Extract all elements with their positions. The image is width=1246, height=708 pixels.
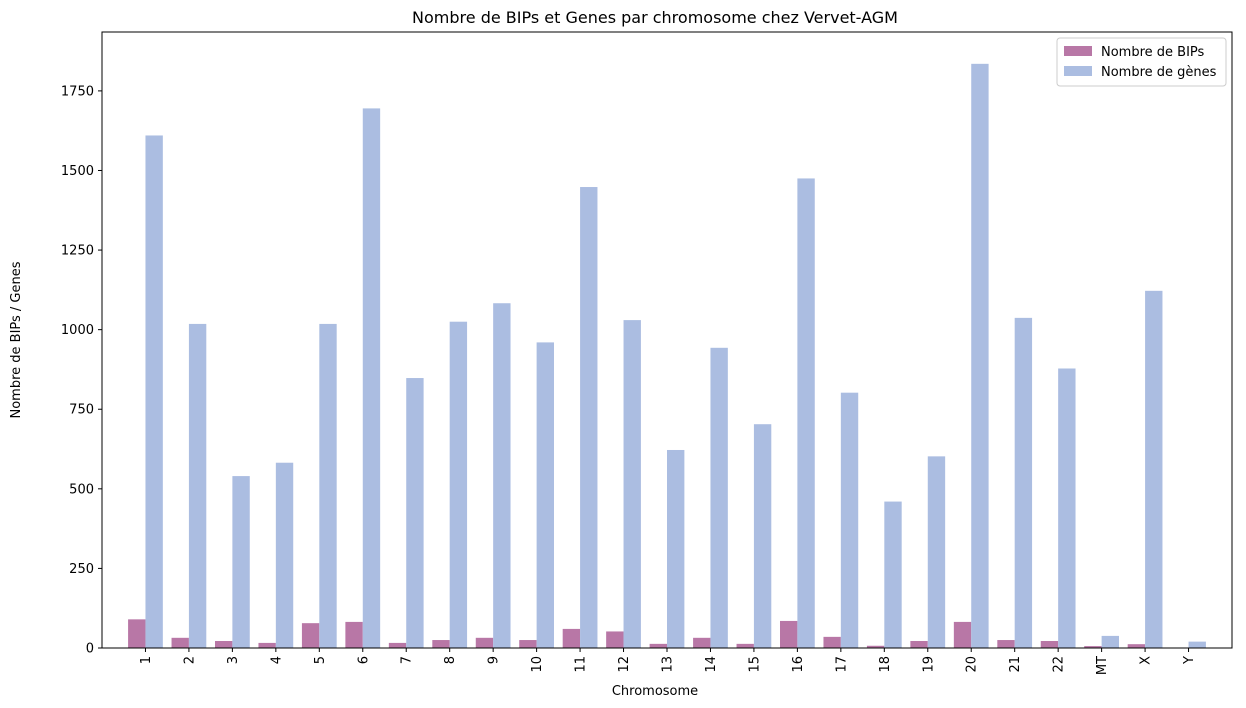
x-tick-label: 17	[834, 656, 849, 673]
y-tick-label: 750	[69, 403, 94, 418]
x-tick-label: 4	[269, 656, 284, 664]
x-tick-label: 9	[487, 656, 502, 664]
legend: Nombre de BIPs Nombre de gènes	[1056, 37, 1227, 87]
legend-label: Nombre de gènes	[1101, 65, 1217, 80]
x-tick-label: MT	[1095, 656, 1110, 675]
x-tick-label: 12	[617, 656, 632, 673]
bar-bips-16	[780, 620, 798, 648]
y-tick-label: 250	[69, 562, 94, 577]
x-tick-label: 6	[356, 656, 371, 664]
bar-bips-4	[258, 642, 276, 648]
bar-bips-8	[432, 640, 450, 648]
bar-bips-MT	[1084, 646, 1102, 648]
x-tick-label: 20	[965, 656, 980, 673]
bar-bips-18	[866, 645, 885, 648]
bar-genes-15	[753, 424, 772, 648]
bar-genes-2	[188, 323, 207, 648]
bar-bips-14	[693, 637, 711, 648]
y-axis: 0 250 500 750 1000 1250 1500 1750	[61, 84, 102, 657]
y-tick-label: 1250	[61, 244, 94, 259]
bar-bips-7	[388, 642, 407, 648]
bar-bips-12	[606, 631, 624, 648]
x-tick-label: 18	[878, 656, 893, 673]
bar-genes-21	[1014, 317, 1033, 648]
y-tick-label: 1750	[61, 84, 94, 99]
bar-genes-8	[449, 321, 468, 648]
bar-genes-16	[797, 178, 815, 648]
legend-label: Nombre de BIPs	[1101, 45, 1205, 60]
bar-genes-14	[710, 347, 728, 648]
x-tick-label: X	[1139, 656, 1154, 665]
x-tick-label: 11	[574, 656, 589, 673]
bar-genes-18	[884, 501, 902, 648]
bar-bips-5	[301, 623, 320, 648]
bar-bips-13	[649, 643, 667, 648]
y-tick-label: 500	[69, 482, 94, 497]
bar-bips-20	[953, 621, 972, 648]
x-tick-label: 10	[530, 656, 545, 673]
x-tick-label: 3	[226, 656, 241, 664]
x-tick-label: Y	[1182, 656, 1197, 665]
x-tick-label: 22	[1052, 656, 1067, 673]
bar-bips-3	[215, 641, 233, 648]
bar-bips-9	[475, 637, 494, 648]
bar-genes-19	[927, 456, 946, 648]
bar-genes-13	[667, 449, 685, 648]
bar-bips-2	[171, 637, 189, 648]
bar-bips-17	[823, 636, 841, 648]
x-tick-label: 21	[1008, 656, 1023, 673]
x-axis: 1 2 3 4 5 6 7 8 9 10 11 12 13 14 15 16 17 18 19 20 21 22 MT X Y	[139, 648, 1197, 675]
bar-bips-10	[519, 640, 537, 648]
bar-genes-12	[623, 320, 641, 648]
bar-bips-15	[736, 643, 754, 648]
bar-genes-Y	[1188, 641, 1206, 648]
bar-bips-22	[1040, 641, 1059, 648]
bar-genes-17	[840, 392, 859, 648]
bar-genes-9	[493, 303, 511, 648]
bar-bips-21	[997, 640, 1015, 648]
y-tick-label: 0	[86, 642, 94, 657]
bar-genes-20	[971, 63, 989, 648]
bar-genes-1	[145, 135, 163, 648]
x-axis-label: Chromosome	[612, 684, 698, 699]
x-tick-label: 16	[791, 656, 806, 673]
bars-group	[128, 63, 1206, 648]
chart-title: Nombre de BIPs et Genes par chromosome c…	[412, 8, 898, 27]
legend-swatch	[1064, 46, 1092, 56]
bar-bips-19	[910, 641, 928, 648]
bar-bips-6	[345, 621, 363, 648]
x-tick-label: 13	[661, 656, 676, 673]
bar-genes-3	[232, 476, 250, 648]
legend-swatch	[1064, 66, 1092, 76]
bar-bips-X	[1127, 644, 1146, 648]
y-tick-label: 1500	[61, 164, 94, 179]
bar-genes-11	[580, 187, 598, 648]
x-tick-label: 2	[182, 656, 197, 664]
x-tick-label: 8	[443, 656, 458, 664]
x-tick-label: 19	[921, 656, 936, 673]
bar-genes-X	[1145, 290, 1163, 648]
bar-genes-4	[275, 462, 294, 648]
x-tick-label: 5	[313, 656, 328, 664]
bar-genes-MT	[1101, 635, 1119, 648]
bar-genes-5	[319, 323, 337, 648]
bar-genes-10	[536, 342, 554, 648]
x-tick-label: 14	[704, 656, 719, 673]
legend-box	[1056, 37, 1227, 87]
bar-genes-22	[1058, 368, 1076, 648]
y-tick-label: 1000	[61, 323, 94, 338]
x-tick-label: 7	[400, 656, 415, 664]
bar-genes-7	[406, 378, 424, 648]
x-tick-label: 1	[139, 656, 154, 664]
bar-genes-6	[362, 108, 381, 648]
y-axis-label: Nombre de BIPs / Genes	[9, 261, 24, 418]
bar-bips-1	[128, 619, 146, 648]
plot-frame	[101, 31, 1233, 649]
x-tick-label: 15	[747, 656, 762, 673]
bar-bips-11	[562, 628, 581, 648]
